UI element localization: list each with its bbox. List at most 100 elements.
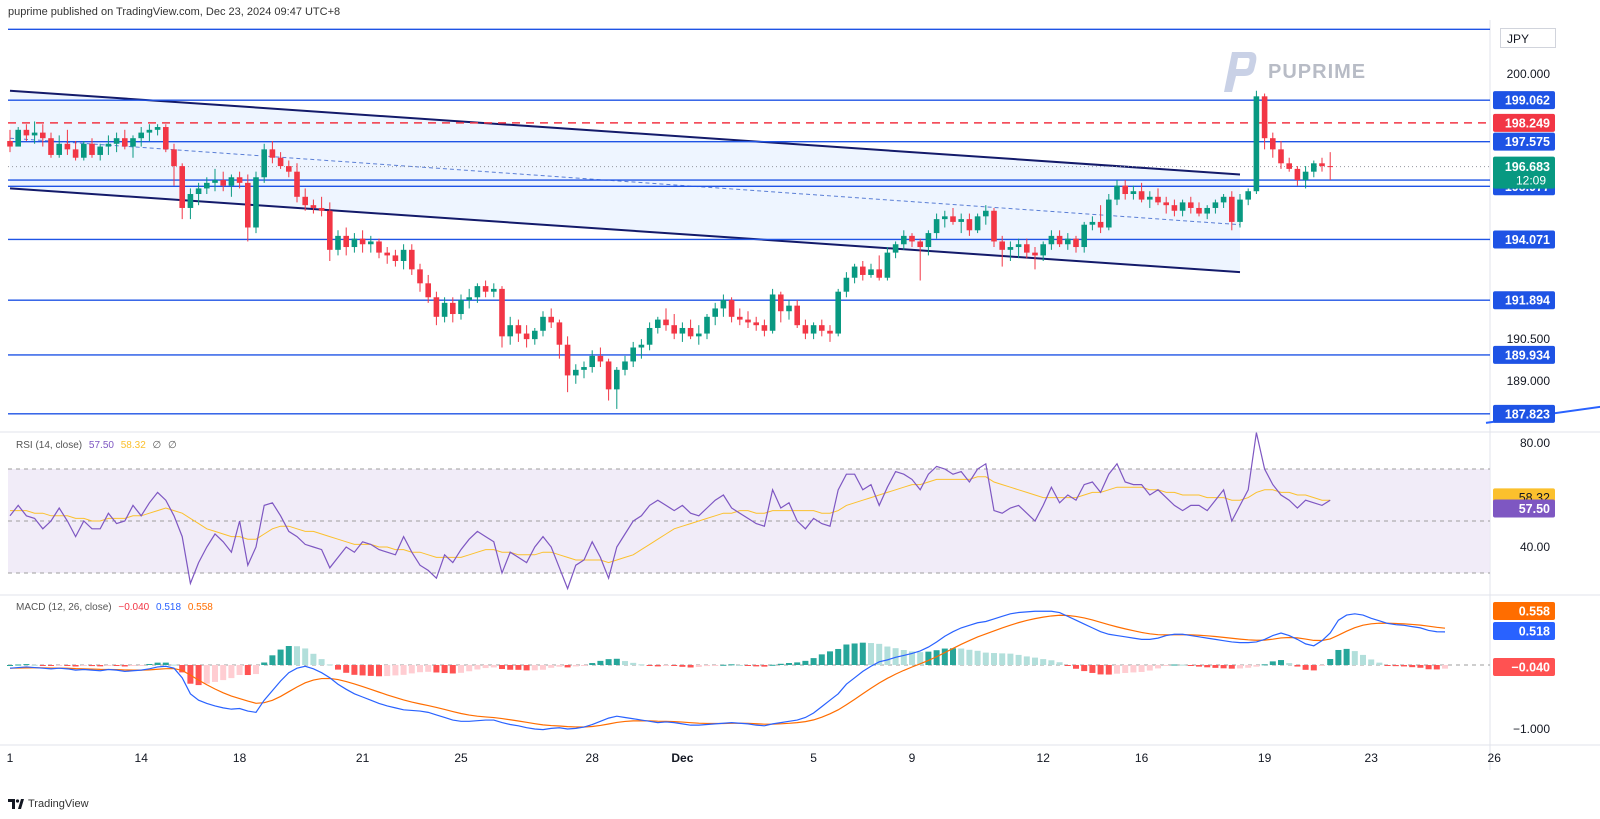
macd-histogram-bar [1196,665,1202,667]
macd-histogram-bar [589,663,596,665]
candle-body [195,188,202,195]
candle-body [212,180,218,183]
candle-body [310,205,317,208]
macd-histogram-bar [1171,664,1178,666]
macd-histogram-bar [1392,665,1399,667]
candle-body [1089,221,1096,225]
level-price-label: 194.071 [1505,233,1550,247]
rsi-tick-label: 40.00 [1520,540,1550,554]
macd-histogram-bar [900,650,907,665]
macd-histogram-bar [1384,665,1391,666]
candle-body [892,244,899,253]
tradingview-icon [8,799,24,809]
candle-body [392,255,399,261]
last-price-tag-bg [1493,156,1555,189]
macd-histogram-bar [220,665,227,681]
macd-histogram-bar [1130,665,1137,673]
candle-body [236,177,243,183]
macd-histogram-bar [187,665,194,684]
macd-histogram-bar [1228,665,1235,669]
macd-histogram-bar [654,665,661,667]
candle-body [245,182,251,228]
macd-histogram-bar [1007,653,1014,665]
macd-histogram-bar [515,665,522,670]
time-tick-label: 25 [454,751,468,765]
macd-histogram-bar [244,665,251,676]
macd-histogram-bar [1040,659,1047,665]
candle-body [1220,196,1227,203]
macd-histogram-bar [892,648,899,665]
macd-histogram-bar [400,665,407,675]
macd-histogram-bar [146,663,153,665]
macd-histogram-bar [318,659,325,665]
rsi-legend-title: RSI (14, close) [16,440,83,451]
macd-histogram-bar [195,665,202,686]
macd-histogram-bar [1286,663,1293,665]
macd-histogram-bar [917,652,924,665]
rsi-tick-label: 80.00 [1520,436,1550,450]
tradingview-logo[interactable]: TradingView [8,798,89,810]
macd-histogram-bar [712,665,719,666]
candle-body [958,219,964,222]
macd-histogram-bar [1122,665,1129,673]
candle-body [1278,149,1284,164]
macd-histogram-bar [1409,665,1416,668]
candle-body [810,325,817,334]
candle-body [425,283,431,298]
macd-histogram-bar [909,651,915,665]
macd-histogram-bar [351,665,358,675]
candle-body [130,138,136,147]
macd-histogram-bar [1368,659,1375,665]
macd-legend-hist: −0.040 [118,602,150,613]
macd-histogram-bar [179,665,186,673]
candle-body [220,180,226,186]
macd-histogram-bar [1433,665,1440,670]
candle-body [761,325,768,331]
candle-body [548,316,554,323]
currency-label[interactable]: JPY [1500,28,1556,48]
candle-body [737,316,743,320]
macd-histogram-bar [613,658,620,665]
macd-histogram-bar [835,648,842,665]
macd-histogram-bar [7,665,13,666]
publish-header: puprime published on TradingView.com, De… [8,6,341,18]
candle-body [204,182,210,189]
candle-body [532,330,538,340]
macd-histogram-bar [1327,659,1334,665]
candle-body [1311,163,1317,172]
candle-body [1015,244,1022,248]
candle-body [983,210,989,217]
macd-histogram-bar [1425,665,1432,670]
macd-histogram-bar [277,649,284,665]
macd-histogram-bar [228,665,235,679]
macd-histogram-bar [97,665,104,667]
candle-body [179,166,185,208]
candle-body [1147,196,1153,200]
macd-histogram-bar [777,663,784,665]
level-price-label: 198.249 [1505,116,1550,130]
macd-histogram-bar [638,664,645,666]
macd-histogram-bar [376,665,382,677]
candle-body [294,171,300,197]
macd-histogram-bar [1417,665,1424,668]
macd-histogram-bar [482,665,489,669]
macd-histogram-bar [1360,654,1366,665]
candle-body [1130,191,1137,195]
macd-histogram-bar [859,642,866,665]
macd-histogram-bar [171,664,177,666]
candle-body [966,219,973,231]
macd-histogram-bar [1179,664,1186,666]
macd-histogram-bar [64,665,71,666]
time-tick-label: 21 [356,751,370,765]
macd-histogram-bar [827,651,833,665]
macd-histogram-bar [753,665,760,667]
macd-histogram-bar [679,665,686,667]
macd-histogram-bar [1056,662,1063,665]
candle-body [113,138,120,144]
time-tick-label: 18 [233,751,247,765]
macd-hist-tag-bg [1493,658,1555,676]
brand-name: PUPRIME [1268,60,1367,83]
macd-histogram-bar [531,665,538,671]
candle-body [622,361,628,370]
rsi-legend-empty-1: ∅ [152,440,162,451]
